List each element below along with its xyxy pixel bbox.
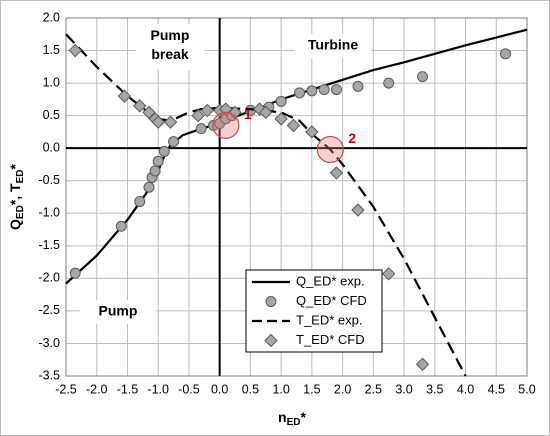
data-point — [195, 123, 207, 135]
annotation: Turbine — [308, 37, 359, 53]
y-tick-label: 2.0 — [43, 10, 60, 24]
x-axis-label: nED* — [278, 409, 306, 428]
legend-label: Q_ED* exp. — [296, 273, 365, 288]
marker-label: 2 — [348, 130, 356, 146]
x-tick-label: -0.5 — [178, 382, 200, 396]
data-point — [275, 95, 287, 107]
data-point — [499, 48, 511, 60]
annotation: Pump break — [151, 27, 190, 62]
data-point — [286, 118, 301, 133]
data-point — [68, 43, 82, 58]
data-point — [329, 166, 344, 180]
highlight-circle — [316, 135, 344, 164]
y-tick-label: -1.5 — [38, 238, 60, 252]
y-tick-label: 0.5 — [43, 108, 60, 122]
legend-marker — [265, 296, 277, 307]
x-tick-label: 2.5 — [365, 382, 382, 396]
y-tick-label: 0.0 — [43, 140, 60, 154]
data-point — [294, 87, 306, 99]
data-point — [352, 80, 364, 92]
x-tick-label: 2.0 — [334, 382, 351, 396]
x-tick-label: 1.0 — [272, 382, 289, 396]
y-tick-label: -0.5 — [38, 173, 60, 187]
y-tick-label: -2.0 — [38, 271, 60, 285]
x-tick-label: -1.0 — [147, 382, 169, 396]
plot-border — [65, 17, 528, 377]
data-point — [117, 89, 132, 103]
data-point — [151, 115, 165, 129]
y-tick-label: 1.0 — [43, 75, 60, 89]
x-tick-label: 3.0 — [395, 382, 412, 396]
y-tick-label: 1.5 — [43, 43, 60, 57]
data-point — [134, 196, 146, 208]
x-tick-label: -2.0 — [86, 382, 108, 396]
annotation-box — [295, 34, 371, 58]
data-point — [351, 203, 365, 217]
data-point — [200, 103, 215, 118]
data-point — [228, 105, 242, 120]
data-point — [143, 181, 155, 193]
data-point — [305, 125, 319, 139]
legend-marker — [264, 333, 278, 348]
highlight-circle — [212, 111, 240, 140]
data-point — [133, 99, 147, 113]
data-point — [168, 136, 180, 148]
data-point — [318, 84, 330, 96]
data-point — [306, 85, 318, 97]
y-tick-label: -2.5 — [38, 303, 60, 317]
data-point — [381, 267, 396, 281]
data-point — [152, 155, 164, 167]
marker-label: 1 — [244, 106, 252, 122]
legend-label: T_ED* exp. — [296, 312, 362, 327]
data-point — [259, 105, 273, 120]
legend-label: T_ED* CFD — [296, 332, 365, 347]
x-tick-label: 0.5 — [242, 382, 259, 396]
y-axis-label: QED*, TED* — [7, 163, 26, 229]
x-tick-label: 5.0 — [518, 382, 535, 396]
x-tick-label: 1.5 — [303, 382, 320, 396]
data-point — [69, 267, 81, 279]
data-point — [115, 220, 127, 232]
data-point — [149, 165, 161, 177]
y-tick-label: -3.5 — [38, 368, 60, 382]
annotation: Pump — [99, 303, 138, 319]
data-point — [274, 112, 288, 126]
data-point — [163, 115, 178, 129]
x-tick-label: 3.5 — [426, 382, 443, 396]
x-tick-label: -1.5 — [117, 382, 139, 396]
data-point — [383, 77, 395, 89]
annotation-box — [80, 300, 156, 324]
data-point — [415, 357, 430, 371]
x-tick-label: 4.0 — [457, 382, 474, 396]
y-tick-label: -3.0 — [38, 336, 60, 350]
annotation-box — [136, 24, 204, 70]
y-tick-label: -1.0 — [38, 206, 60, 220]
x-tick-label: 4.5 — [488, 382, 505, 396]
data-point — [330, 84, 342, 96]
data-point — [417, 71, 429, 83]
legend-label: Q_ED* CFD — [296, 293, 367, 308]
data-point — [191, 108, 205, 123]
x-tick-label: -2.5 — [55, 382, 77, 396]
data-point — [158, 145, 170, 157]
x-tick-label: 0.0 — [211, 382, 228, 396]
